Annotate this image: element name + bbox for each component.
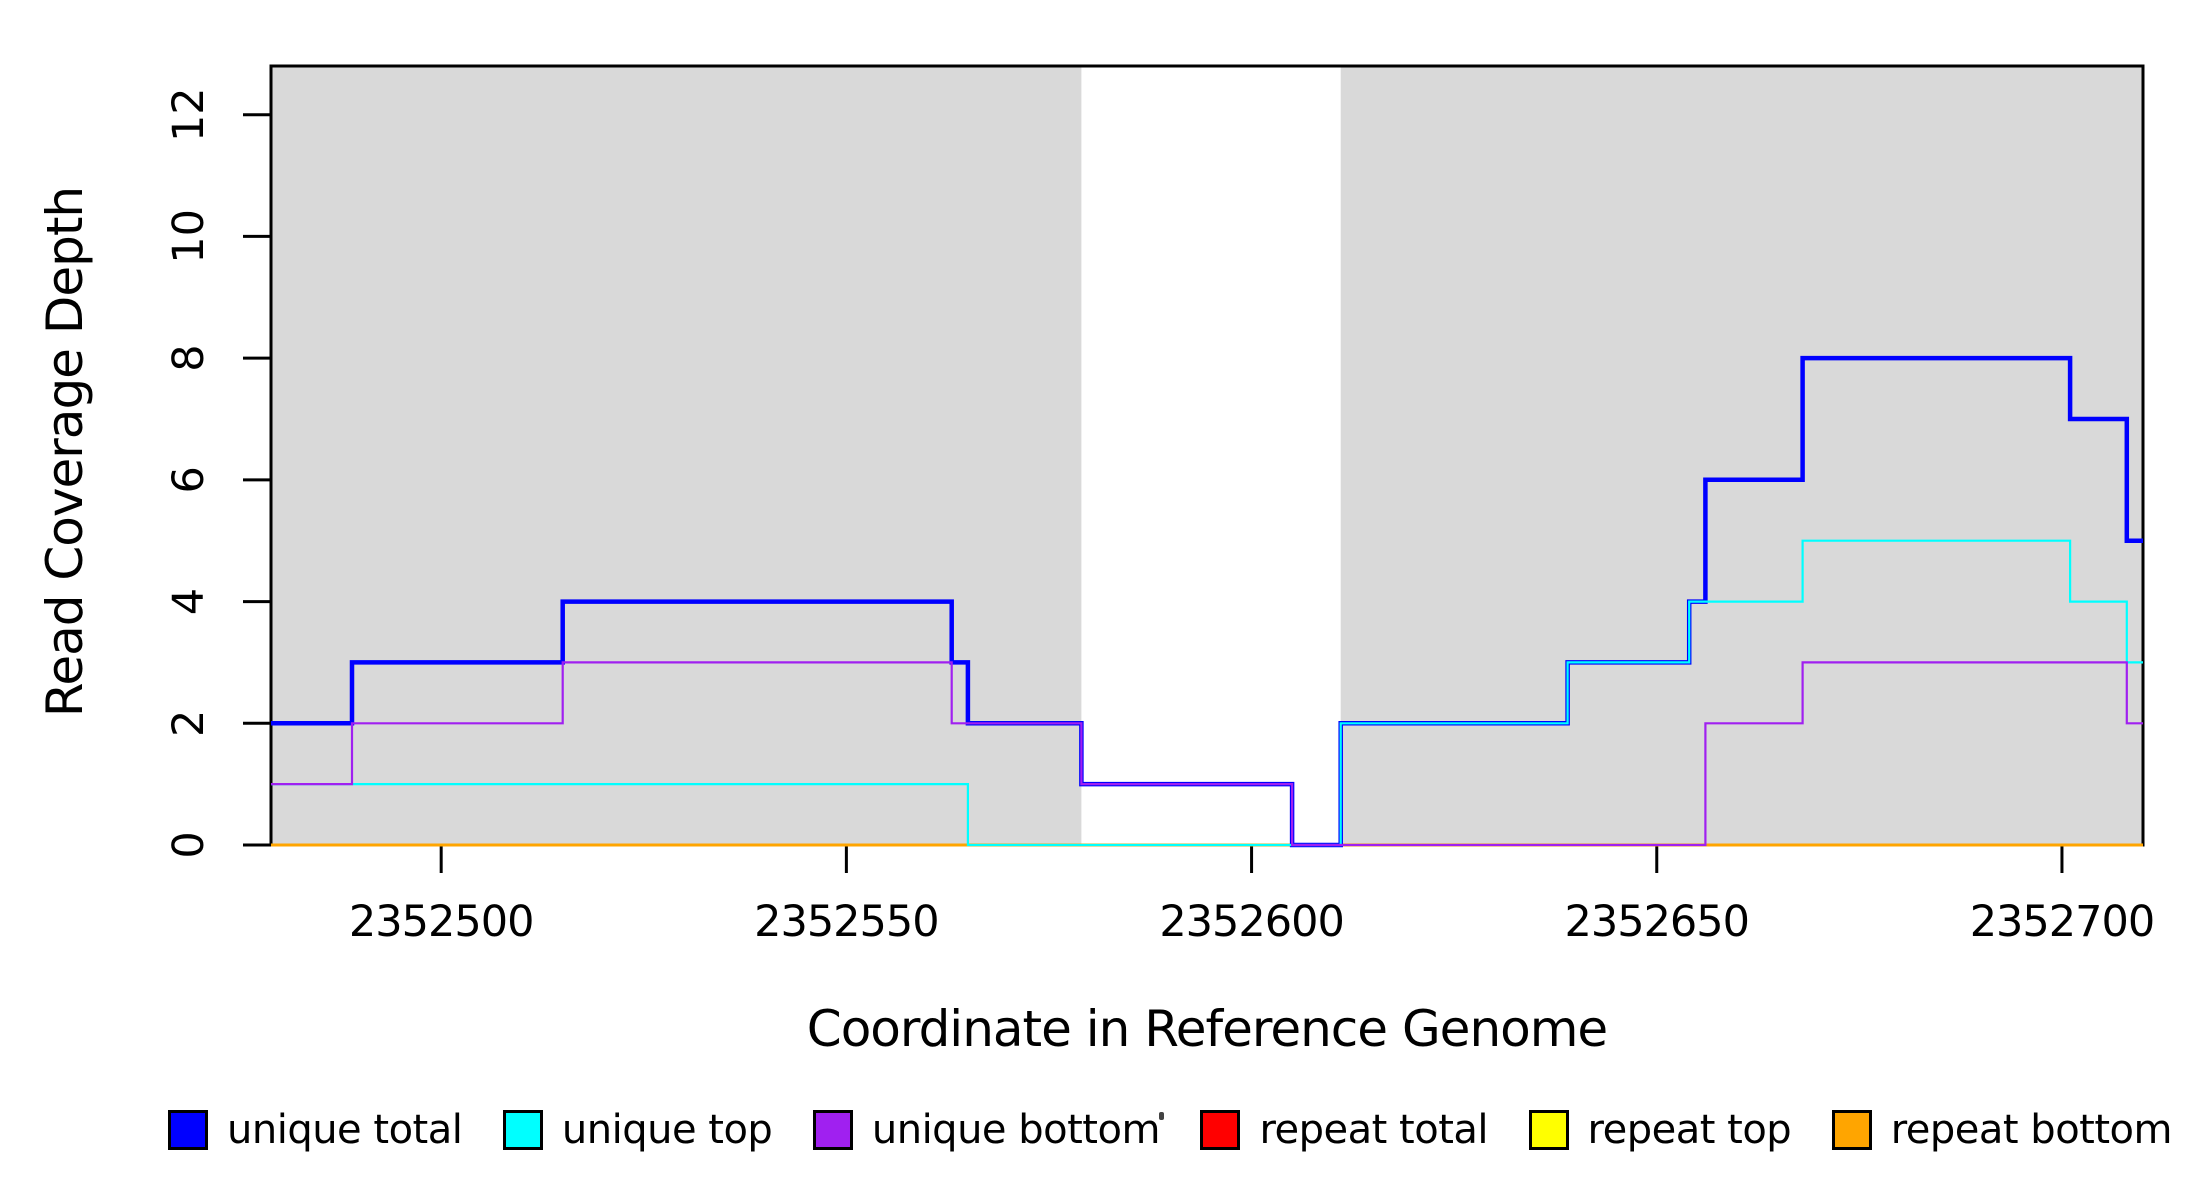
legend-label-unique-bottom: unique bottom <box>871 1107 1161 1153</box>
legend-swatch-repeat-top <box>1528 1110 1569 1150</box>
legend-item-unique-bottom: unique bottom <box>812 1107 1161 1153</box>
stray-mark <box>1159 1112 1164 1120</box>
y-tick-label: 4 <box>164 588 214 615</box>
legend-item-repeat-top: repeat top <box>1528 1107 1792 1153</box>
y-tick-label: 0 <box>164 831 214 858</box>
sequenced-region-shade <box>271 66 1082 845</box>
x-tick-label: 2352550 <box>754 897 939 947</box>
legend-item-unique-top: unique top <box>502 1107 773 1153</box>
legend: unique total unique top unique bottom re… <box>168 1098 2172 1162</box>
y-tick-label: 12 <box>164 87 214 142</box>
y-tick-label: 6 <box>164 466 214 493</box>
legend-item-repeat-bottom: repeat bottom <box>1831 1107 2173 1153</box>
x-tick-label: 2352600 <box>1159 897 1344 947</box>
x-tick-label: 2352700 <box>1970 897 2155 947</box>
x-axis-title: Coordinate in Reference Genome <box>807 1000 1607 1058</box>
legend-swatch-unique-top <box>502 1110 543 1150</box>
legend-label-repeat-bottom: repeat bottom <box>1890 1107 2173 1153</box>
legend-swatch-unique-bottom <box>812 1110 853 1150</box>
legend-swatch-repeat-bottom <box>1831 1110 1872 1150</box>
legend-label-repeat-total: repeat total <box>1259 1107 1489 1153</box>
legend-label-unique-top: unique top <box>561 1107 773 1153</box>
sequenced-region-shade <box>1340 66 2143 845</box>
y-axis-title: Read Coverage Depth <box>36 187 94 717</box>
legend-swatch-repeat-total <box>1200 1110 1241 1150</box>
legend-item-unique-total: unique total <box>168 1107 463 1153</box>
legend-label-unique-total: unique total <box>227 1107 463 1153</box>
legend-label-repeat-top: repeat top <box>1587 1107 1792 1153</box>
series-unique-bottom-line <box>271 661 2143 847</box>
series-unique-top-line <box>271 539 2143 847</box>
legend-item-repeat-total: repeat total <box>1200 1107 1489 1153</box>
y-tick-label: 10 <box>164 209 214 264</box>
x-tick-label: 2352650 <box>1565 897 1750 947</box>
y-tick-label: 8 <box>164 344 214 371</box>
y-tick-label: 2 <box>164 710 214 737</box>
x-tick-label: 2352500 <box>349 897 534 947</box>
legend-swatch-unique-total <box>168 1110 208 1150</box>
